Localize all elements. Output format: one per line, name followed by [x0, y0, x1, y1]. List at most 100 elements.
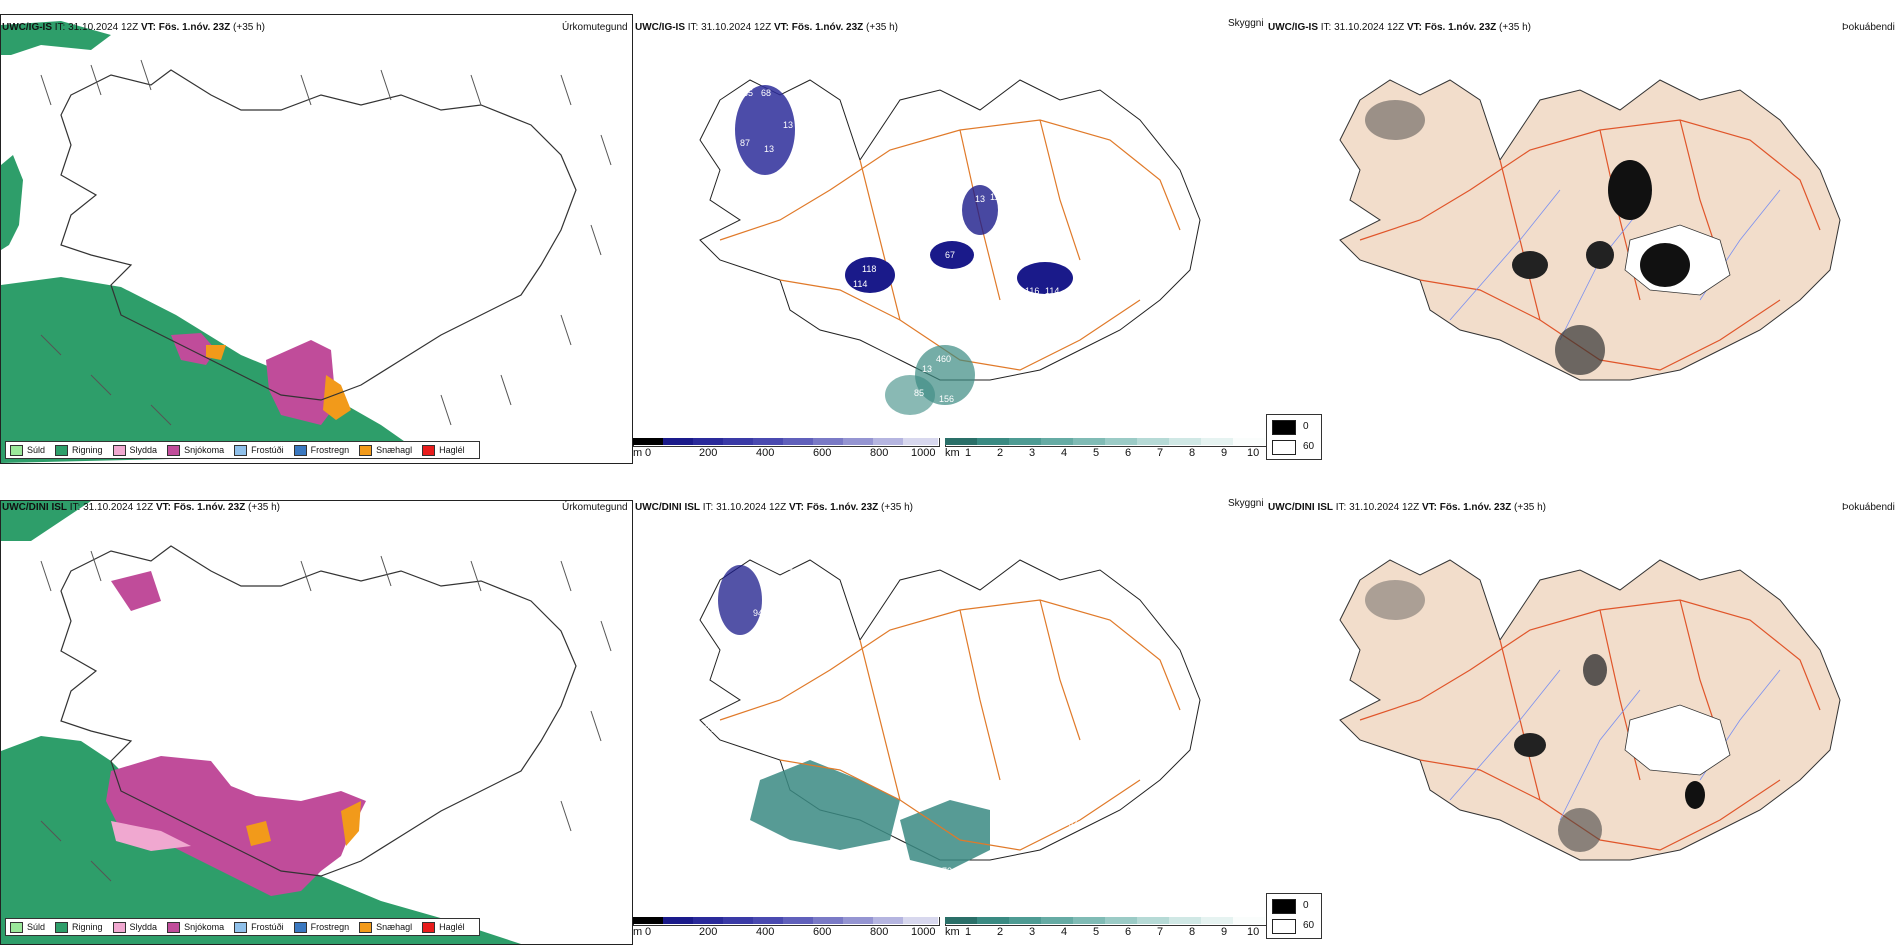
precip-type-panel-row2: Súld Rigning Slydda Snjókoma Frostúði Fr… — [0, 500, 633, 945]
colorbar-seg — [1233, 917, 1266, 924]
init-time: 31.10.2024 12Z — [701, 22, 772, 33]
init-time: 31.10.2024 12Z — [68, 22, 139, 33]
cloud-legend-row2: 0 60 — [1266, 893, 1322, 939]
precip-type-legend-row1: Súld Rigning Slydda Snjókoma Frostúði Fr… — [5, 441, 480, 459]
drizzle-swatch — [10, 921, 23, 933]
model-name: UWC/IG-IS — [635, 22, 685, 33]
lead-time: (+35 h) — [233, 22, 265, 33]
legend-item-snow-grains: Snæhagl — [359, 444, 413, 456]
model-name: UWC/DINI ISL — [635, 502, 700, 513]
snow-grains-swatch — [359, 921, 373, 933]
init-label: IT: — [1320, 22, 1332, 33]
valid-time: Fös. 1.nóv. 23Z — [806, 502, 879, 513]
colorbar-tick: 8 — [1189, 926, 1196, 938]
ceiling-value: 13 — [765, 64, 775, 74]
colorbar-tick: 400 — [756, 926, 775, 938]
lead-time: (+35 h) — [248, 502, 280, 513]
ceiling-value: 72 — [942, 866, 952, 876]
panel-title-row1: UWC/IG-IS IT: 31.10.2024 12Z VT: Fös. 1.… — [2, 22, 265, 33]
legend-item-freezing-rain: Frostregn — [293, 444, 350, 456]
visibility-colorbar-row2: km 1 2 3 4 5 6 7 8 9 10 — [945, 917, 1267, 939]
valid-label: VT: — [773, 22, 789, 33]
cloud-dark-swatch — [1272, 420, 1296, 435]
colorbar-seg — [783, 438, 814, 445]
init-label: IT: — [702, 502, 714, 513]
cloud-legend-row1: 0 60 — [1266, 414, 1322, 460]
colorbar-seg — [783, 917, 814, 924]
ceiling-value: 156 — [939, 394, 954, 404]
colorbar-tick: 10 — [1247, 447, 1260, 459]
colorbar-tick: 8 — [1189, 447, 1196, 459]
model-name: UWC/IG-IS — [1268, 22, 1318, 33]
legend-item-rain: Rigning — [55, 921, 103, 933]
panel3-title-row2: UWC/DINI ISL IT: 31.10.2024 12Z VT: Fös.… — [1268, 502, 1546, 513]
panel3-label-row1: Þokuábendi — [1842, 22, 1895, 33]
colorbar-tick: 7 — [1157, 447, 1164, 459]
ceiling-value: 13 — [783, 120, 793, 130]
colorbar-seg — [843, 438, 874, 445]
iceland-outline — [699, 79, 1201, 381]
lead-time: (+35 h) — [1514, 502, 1546, 513]
drizzle-swatch — [10, 444, 23, 456]
cloud-light-value: 60 — [1303, 920, 1315, 931]
snow-area-nw — [111, 571, 161, 611]
colorbar-tick: 1 — [965, 447, 972, 459]
legend-item-drizzle: Súld — [10, 444, 45, 456]
legend-item-freezing-drizzle: Frostúði — [234, 921, 284, 933]
freezing-rain-swatch — [293, 921, 307, 933]
wind-barbs — [40, 59, 612, 426]
ceiling-value: 68 — [761, 88, 771, 98]
colorbar-unit: km — [945, 447, 960, 459]
glacier — [1624, 704, 1731, 776]
legend-label: Slydda — [129, 445, 158, 455]
legend-label: Haglél — [439, 922, 465, 932]
legend-item-sleet: Slydda — [112, 921, 158, 933]
snow-swatch — [167, 921, 181, 933]
colorbar-seg — [723, 438, 754, 445]
legend-label: Snæhagl — [376, 445, 413, 455]
colorbar-tick: 0 — [645, 447, 652, 459]
legend-label: Snjókoma — [184, 922, 225, 932]
colorbar-seg — [1233, 438, 1266, 445]
colorbar-tick: 2 — [997, 926, 1004, 938]
legend-item-hail: Haglél — [422, 921, 465, 933]
cloud-dark-value: 0 — [1303, 900, 1309, 911]
colorbar-seg — [753, 438, 784, 445]
colorbar-seg — [633, 438, 664, 445]
panel3-title-row1: UWC/IG-IS IT: 31.10.2024 12Z VT: Fös. 1.… — [1268, 22, 1531, 33]
legend-label: Slydda — [129, 922, 158, 932]
valid-time: Fös. 1.nóv. 23Z — [158, 22, 231, 33]
colorbar-tick: 1 — [965, 926, 972, 938]
colorbar-tick: 200 — [699, 447, 718, 459]
legend-label: Frostregn — [310, 445, 350, 455]
panel2-label-row1: Skyggni — [1228, 18, 1264, 29]
ceiling-value: 87 — [740, 138, 750, 148]
ceiling-colorbar-row2: m 0 200 400 600 800 1000 — [633, 917, 940, 939]
init-time: 31.10.2024 12Z — [1334, 22, 1405, 33]
iceland-outline — [60, 69, 577, 401]
model-name: UWC/IG-IS — [2, 22, 52, 33]
freezing-rain-swatch — [293, 444, 307, 456]
rain-swatch — [55, 444, 69, 456]
rain-swatch — [55, 921, 69, 933]
ceiling-value: 116 — [1025, 286, 1039, 296]
colorbar-tick: 5 — [1093, 447, 1100, 459]
legend-label: Haglél — [439, 445, 465, 455]
ceiling-value: 67 — [945, 250, 955, 260]
valid-label: VT: — [788, 502, 804, 513]
visibility-areas — [718, 565, 990, 870]
visibility-colorbar-row1: km 1 2 3 4 5 6 7 8 9 10 — [945, 438, 1267, 460]
colorbar-seg — [1105, 917, 1138, 924]
wind-barbs — [40, 550, 612, 882]
colorbar-seg — [723, 917, 754, 924]
fog-map-row1 — [1339, 79, 1841, 381]
colorbar-unit: m — [633, 926, 643, 938]
legend-item-snow: Snjókoma — [167, 921, 225, 933]
colorbar-seg — [693, 917, 724, 924]
panel1-label-row1: Úrkomutegund — [562, 22, 628, 33]
sleet-area — [111, 821, 191, 851]
model-name: UWC/DINI ISL — [1268, 502, 1333, 513]
colorbar-seg — [1169, 438, 1202, 445]
ceiling-value: 85 — [914, 388, 924, 398]
colorbar-seg — [1169, 917, 1202, 924]
